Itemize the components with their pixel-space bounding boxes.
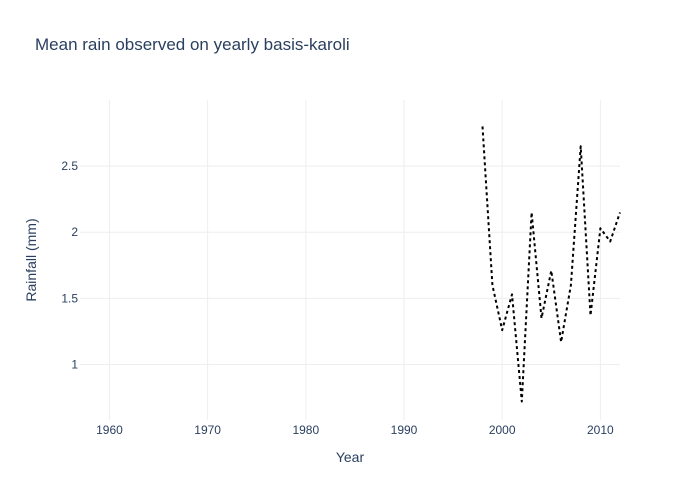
y-axis-title: Rainfall (mm) bbox=[23, 218, 39, 301]
grid-lines bbox=[80, 100, 620, 420]
x-tick-label: 1970 bbox=[194, 423, 221, 437]
y-tick-label: 2.5 bbox=[61, 159, 78, 173]
x-axis-ticks: 1960 1970 1980 1990 2000 2010 bbox=[96, 423, 614, 437]
y-tick-label: 1.5 bbox=[61, 291, 78, 305]
x-tick-label: 2000 bbox=[489, 423, 516, 437]
x-tick-label: 1990 bbox=[391, 423, 418, 437]
y-tick-label: 2 bbox=[71, 225, 78, 239]
y-tick-label: 1 bbox=[71, 357, 78, 371]
series-layer bbox=[481, 126, 621, 403]
series-line bbox=[481, 126, 621, 403]
y-axis-ticks: 1 1.5 2 2.5 bbox=[61, 159, 78, 371]
x-axis-title: Year bbox=[336, 449, 365, 465]
x-tick-label: 2010 bbox=[587, 423, 614, 437]
chart-title: Mean rain observed on yearly basis-karol… bbox=[35, 35, 350, 54]
x-tick-label: 1980 bbox=[292, 423, 319, 437]
x-tick-label: 1960 bbox=[96, 423, 123, 437]
